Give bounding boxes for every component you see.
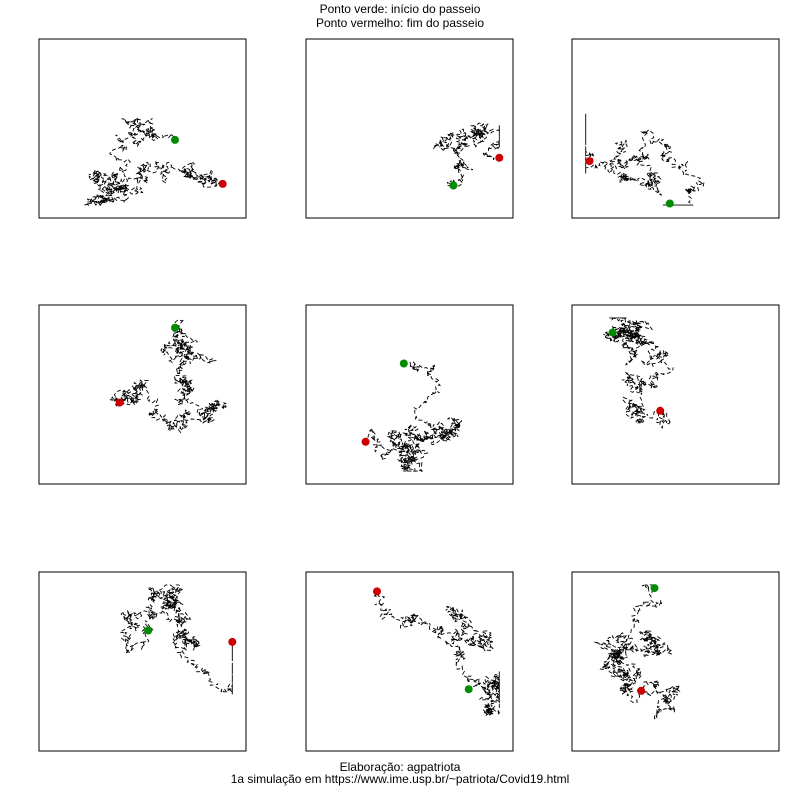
panel-frame-3 bbox=[571, 38, 780, 219]
panel-frame-5 bbox=[305, 304, 514, 485]
panel-6 bbox=[571, 304, 780, 485]
panel-2 bbox=[305, 38, 514, 219]
end-point-3 bbox=[585, 157, 594, 166]
end-point-7 bbox=[228, 637, 237, 646]
start-point-1 bbox=[171, 135, 179, 144]
walk-path-5 bbox=[363, 361, 463, 472]
panel-frame-1 bbox=[38, 38, 247, 219]
walk-path-7 bbox=[118, 584, 233, 696]
start-point-9 bbox=[650, 584, 659, 593]
end-point-1 bbox=[218, 179, 227, 188]
panel-8 bbox=[305, 571, 514, 752]
start-point-6 bbox=[608, 328, 617, 337]
chart-title-line-2: Ponto vermelho: fim do passeio bbox=[315, 16, 485, 30]
end-point-4 bbox=[115, 398, 124, 407]
walk-path-9 bbox=[594, 584, 681, 720]
end-point-5 bbox=[361, 437, 370, 446]
walk-path-1 bbox=[84, 117, 224, 207]
start-point-8 bbox=[464, 685, 473, 694]
chart-title-line-1: Ponto verde: início do passeio bbox=[319, 2, 481, 16]
start-point-5 bbox=[399, 359, 408, 368]
end-point-8 bbox=[373, 587, 381, 596]
panel-frame-2 bbox=[305, 38, 514, 219]
panel-frame-9 bbox=[571, 571, 780, 752]
panel-3 bbox=[571, 38, 780, 219]
end-point-6 bbox=[656, 406, 665, 415]
walk-path-8 bbox=[373, 589, 501, 717]
walk-path-4 bbox=[108, 318, 227, 434]
start-point-3 bbox=[665, 199, 674, 208]
start-point-7 bbox=[144, 626, 153, 635]
walk-path-3 bbox=[585, 113, 705, 206]
panel-7 bbox=[38, 571, 247, 752]
panel-frame-6 bbox=[571, 304, 780, 485]
end-point-2 bbox=[495, 153, 504, 162]
panel-9 bbox=[571, 571, 780, 752]
panel-frame-7 bbox=[38, 571, 247, 752]
panel-frame-4 bbox=[38, 304, 247, 485]
start-point-4 bbox=[171, 323, 179, 332]
footer-credit: Elaboração: agpatriota bbox=[339, 760, 461, 774]
footer-url: 1a simulação em https://www.ime.usp.br/~… bbox=[230, 772, 570, 786]
walk-path-6 bbox=[603, 317, 674, 429]
panel-5 bbox=[305, 304, 514, 485]
panel-1 bbox=[38, 38, 247, 219]
walk-path-2 bbox=[433, 122, 500, 188]
panel-frame-8 bbox=[305, 571, 514, 752]
start-point-2 bbox=[449, 181, 458, 190]
end-point-9 bbox=[637, 686, 646, 695]
panel-4 bbox=[38, 304, 247, 485]
